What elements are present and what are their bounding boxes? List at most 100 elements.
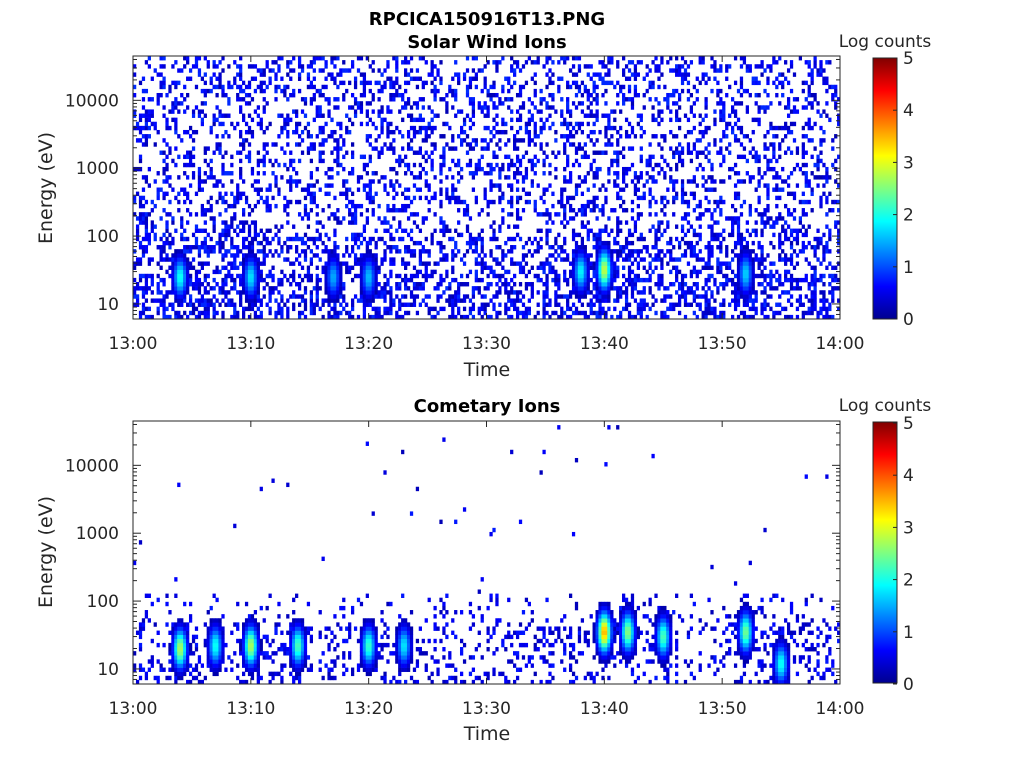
spectrogram-cell (616, 269, 620, 275)
spectrogram-cell (760, 232, 764, 238)
spectrogram-cell (239, 76, 243, 81)
spectrogram-cell (165, 306, 169, 312)
spectrogram-cell (200, 208, 204, 213)
spectrogram-cell (739, 80, 744, 86)
spectrogram-cell (289, 162, 293, 168)
spectrogram-cell (188, 158, 193, 164)
spectrogram-cell (601, 249, 605, 254)
spectrogram-cell (716, 257, 720, 262)
spectrogram-cell (748, 150, 752, 155)
spectrogram-cell (253, 203, 258, 209)
spectrogram-cell (324, 138, 328, 143)
spectrogram-cell (521, 138, 526, 143)
spectrogram-cell (406, 261, 411, 266)
spectrogram-cell (188, 134, 193, 139)
spectrogram-cell (156, 282, 160, 287)
spectrogram-cell (439, 240, 443, 246)
spectrogram-cell (221, 240, 225, 246)
spectrogram-cell (672, 282, 676, 287)
spectrogram-cell (566, 158, 570, 164)
spectrogram-cell (527, 236, 531, 242)
spectrogram-cell (186, 273, 190, 279)
spectrogram-cell (739, 257, 744, 262)
spectrogram-cell (486, 314, 490, 320)
spectrogram-cell (386, 121, 390, 127)
spectrogram-cell (560, 134, 564, 139)
spectrogram-cell (451, 191, 455, 197)
spectrogram-cell (162, 191, 166, 197)
spectrogram-cell (533, 199, 537, 205)
spectrogram-cell (754, 158, 758, 164)
spectrogram-cell (677, 310, 682, 316)
spectrogram-cell (271, 290, 275, 295)
spectrogram-cell (601, 282, 605, 287)
spectrogram-cell (242, 253, 246, 258)
spectrogram-cell (474, 72, 478, 77)
spectrogram-cell (239, 273, 243, 279)
spectrogram-cell (424, 195, 428, 201)
spectrogram-cell (563, 277, 567, 283)
spectrogram-cell (536, 109, 540, 114)
spectrogram-cell (236, 195, 240, 201)
spectrogram-cell (675, 302, 679, 307)
spectrogram-cell (739, 76, 744, 81)
spectrogram-cell (212, 269, 216, 275)
spectrogram-cell (692, 125, 696, 131)
spectrogram-cell (333, 146, 337, 151)
spectrogram-cell (186, 220, 190, 225)
spectrogram-cell (206, 290, 210, 295)
spectrogram-cell (309, 171, 313, 176)
spectrogram-cell (772, 175, 776, 180)
spectrogram-cell (642, 277, 646, 283)
spectrogram-cell (415, 68, 420, 73)
spectrogram-cell (763, 154, 767, 160)
spectrogram-cell (468, 298, 473, 303)
spectrogram-cell (306, 245, 311, 250)
spectrogram-cell (554, 273, 558, 279)
spectrogram-cell (636, 113, 640, 118)
spectrogram-cell (474, 249, 478, 254)
spectrogram-cell (627, 249, 632, 254)
spectrogram-cell (686, 245, 691, 250)
spectrogram-cell (197, 187, 202, 192)
spectrogram-cell (501, 195, 505, 201)
spectrogram-cell (619, 220, 623, 225)
spectrogram-cell (580, 261, 585, 266)
spectrogram-cell (521, 175, 526, 180)
spectrogram-cell (174, 282, 178, 287)
spectrogram-cell (418, 129, 422, 135)
spectrogram-cell (459, 257, 464, 262)
spectrogram-cell (336, 253, 340, 258)
spectrogram-cell (183, 249, 187, 254)
spectrogram-cell (548, 212, 552, 217)
spectrogram-cell (194, 105, 199, 110)
spectrogram-cell (542, 298, 546, 303)
spectrogram-cell (412, 265, 417, 270)
spectrogram-cell (548, 113, 552, 118)
spectrogram-cell (583, 257, 587, 262)
spectrogram-cell (510, 64, 514, 69)
spectrogram-cell (186, 92, 190, 98)
spectrogram-cell (574, 129, 579, 135)
spectrogram-cell (203, 92, 207, 98)
spectrogram-cell (133, 294, 137, 299)
spectrogram-cell (489, 236, 493, 242)
spectrogram-cell (778, 253, 782, 258)
spectrogram-cell (333, 294, 337, 299)
spectrogram-cell (560, 245, 564, 250)
spectrogram-cell (586, 273, 590, 279)
spectrogram-cell (324, 97, 328, 102)
spectrogram-cell (203, 306, 207, 312)
spectrogram-cell (147, 56, 151, 61)
spectrogram-cell (327, 72, 331, 77)
spectrogram-cell (677, 245, 682, 250)
spectrogram-cell (754, 208, 758, 213)
spectrogram-cell (566, 294, 570, 299)
spectrogram-cell (728, 121, 732, 127)
spectrogram-cell (710, 306, 714, 312)
spectrogram-cell (183, 84, 187, 90)
spectrogram-cell (757, 282, 761, 287)
spectrogram-cell (566, 162, 570, 168)
spectrogram-cell (545, 240, 549, 246)
spectrogram-cell (424, 125, 428, 131)
